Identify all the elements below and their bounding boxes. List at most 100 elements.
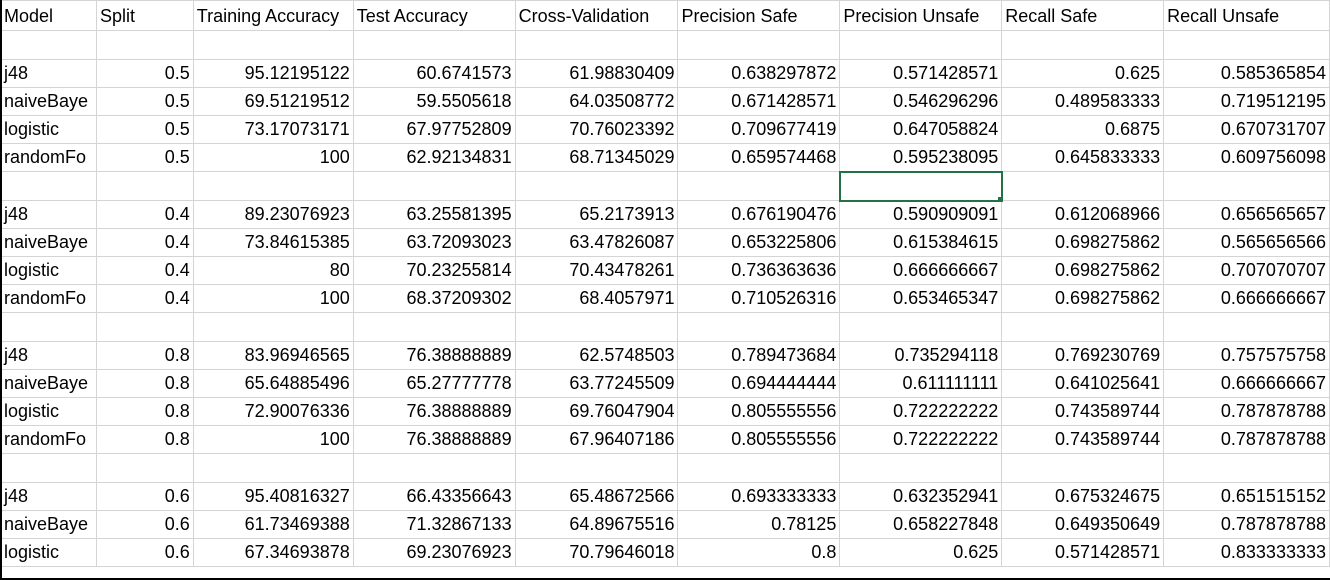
empty-cell[interactable] bbox=[1163, 312, 1330, 342]
value-cell[interactable]: 0.78125 bbox=[677, 510, 841, 539]
value-cell[interactable]: 0.625 bbox=[839, 538, 1003, 567]
empty-cell[interactable] bbox=[1001, 312, 1165, 342]
value-cell[interactable]: 0.670731707 bbox=[1163, 115, 1330, 144]
value-cell[interactable]: 76.38888889 bbox=[352, 341, 516, 370]
empty-cell[interactable] bbox=[192, 171, 354, 201]
value-cell[interactable]: 0.609756098 bbox=[1163, 143, 1330, 172]
value-cell[interactable]: 0.805555556 bbox=[677, 397, 841, 426]
value-cell[interactable]: 0.722222222 bbox=[839, 425, 1003, 454]
empty-cell[interactable] bbox=[192, 30, 354, 60]
value-cell[interactable]: 0.6 bbox=[95, 482, 194, 511]
column-header-cell[interactable]: Split bbox=[95, 0, 194, 31]
value-cell[interactable]: 80 bbox=[192, 256, 354, 285]
column-header-cell[interactable]: Cross-Validation bbox=[514, 0, 679, 31]
value-cell[interactable]: 0.615384615 bbox=[839, 228, 1003, 257]
value-cell[interactable]: 64.89675516 bbox=[514, 510, 679, 539]
column-header-cell[interactable]: Precision Unsafe bbox=[839, 0, 1003, 31]
value-cell[interactable]: 0.546296296 bbox=[839, 87, 1003, 116]
value-cell[interactable]: 68.71345029 bbox=[514, 143, 679, 172]
value-cell[interactable]: 61.73469388 bbox=[192, 510, 354, 539]
value-cell[interactable]: 69.23076923 bbox=[352, 538, 516, 567]
value-cell[interactable]: 70.76023392 bbox=[514, 115, 679, 144]
model-name-cell[interactable]: randomFo bbox=[0, 425, 97, 454]
value-cell[interactable]: 0.641025641 bbox=[1001, 369, 1165, 398]
value-cell[interactable]: 0.719512195 bbox=[1163, 87, 1330, 116]
column-header-cell[interactable]: Recall Unsafe bbox=[1163, 0, 1330, 31]
value-cell[interactable]: 0.8 bbox=[95, 341, 194, 370]
value-cell[interactable]: 100 bbox=[192, 143, 354, 172]
selected-cell[interactable] bbox=[838, 170, 1003, 202]
model-name-cell[interactable]: logistic bbox=[0, 115, 97, 144]
value-cell[interactable]: 70.23255814 bbox=[352, 256, 516, 285]
value-cell[interactable]: 0.666666667 bbox=[1163, 369, 1330, 398]
empty-cell[interactable] bbox=[1163, 30, 1330, 60]
value-cell[interactable]: 0.709677419 bbox=[677, 115, 841, 144]
value-cell[interactable]: 68.4057971 bbox=[514, 284, 679, 313]
value-cell[interactable]: 0.5 bbox=[95, 143, 194, 172]
value-cell[interactable]: 70.79646018 bbox=[514, 538, 679, 567]
value-cell[interactable]: 0.653225806 bbox=[677, 228, 841, 257]
value-cell[interactable]: 71.32867133 bbox=[352, 510, 516, 539]
value-cell[interactable]: 0.8 bbox=[95, 369, 194, 398]
value-cell[interactable]: 0.595238095 bbox=[839, 143, 1003, 172]
value-cell[interactable]: 0.632352941 bbox=[839, 482, 1003, 511]
value-cell[interactable]: 0.590909091 bbox=[839, 200, 1003, 229]
empty-cell[interactable] bbox=[1163, 453, 1330, 483]
model-name-cell[interactable]: randomFo bbox=[0, 284, 97, 313]
value-cell[interactable]: 0.789473684 bbox=[677, 341, 841, 370]
value-cell[interactable]: 61.98830409 bbox=[514, 59, 679, 88]
empty-cell[interactable] bbox=[0, 312, 97, 342]
value-cell[interactable]: 76.38888889 bbox=[352, 425, 516, 454]
value-cell[interactable]: 0.694444444 bbox=[677, 369, 841, 398]
value-cell[interactable]: 68.37209302 bbox=[352, 284, 516, 313]
empty-cell[interactable] bbox=[95, 453, 194, 483]
empty-cell[interactable] bbox=[839, 312, 1003, 342]
value-cell[interactable]: 63.47826087 bbox=[514, 228, 679, 257]
value-cell[interactable]: 0.645833333 bbox=[1001, 143, 1165, 172]
empty-cell[interactable] bbox=[677, 171, 841, 201]
value-cell[interactable]: 0.4 bbox=[95, 228, 194, 257]
value-cell[interactable]: 0.4 bbox=[95, 200, 194, 229]
value-cell[interactable]: 0.769230769 bbox=[1001, 341, 1165, 370]
model-name-cell[interactable]: j48 bbox=[0, 59, 97, 88]
model-name-cell[interactable]: randomFo bbox=[0, 143, 97, 172]
value-cell[interactable]: 0.6 bbox=[95, 510, 194, 539]
empty-cell[interactable] bbox=[839, 453, 1003, 483]
value-cell[interactable]: 0.571428571 bbox=[839, 59, 1003, 88]
column-header-cell[interactable]: Training Accuracy bbox=[192, 0, 354, 31]
empty-cell[interactable] bbox=[677, 312, 841, 342]
empty-cell[interactable] bbox=[514, 453, 679, 483]
value-cell[interactable]: 0.743589744 bbox=[1001, 397, 1165, 426]
value-cell[interactable]: 65.27777778 bbox=[352, 369, 516, 398]
empty-cell[interactable] bbox=[352, 453, 516, 483]
value-cell[interactable]: 0.651515152 bbox=[1163, 482, 1330, 511]
value-cell[interactable]: 0.736363636 bbox=[677, 256, 841, 285]
model-name-cell[interactable]: logistic bbox=[0, 256, 97, 285]
value-cell[interactable]: 0.656565657 bbox=[1163, 200, 1330, 229]
value-cell[interactable]: 0.4 bbox=[95, 284, 194, 313]
model-name-cell[interactable]: logistic bbox=[0, 538, 97, 567]
empty-cell[interactable] bbox=[514, 171, 679, 201]
empty-cell[interactable] bbox=[677, 30, 841, 60]
value-cell[interactable]: 83.96946565 bbox=[192, 341, 354, 370]
value-cell[interactable]: 0.571428571 bbox=[1001, 538, 1165, 567]
value-cell[interactable]: 100 bbox=[192, 284, 354, 313]
empty-cell[interactable] bbox=[352, 312, 516, 342]
value-cell[interactable]: 60.6741573 bbox=[352, 59, 516, 88]
empty-cell[interactable] bbox=[1001, 453, 1165, 483]
empty-cell[interactable] bbox=[514, 312, 679, 342]
value-cell[interactable]: 66.43356643 bbox=[352, 482, 516, 511]
empty-cell[interactable] bbox=[95, 312, 194, 342]
value-cell[interactable]: 59.5505618 bbox=[352, 87, 516, 116]
empty-cell[interactable] bbox=[0, 453, 97, 483]
model-name-cell[interactable]: naiveBaye bbox=[0, 228, 97, 257]
value-cell[interactable]: 0.8 bbox=[95, 425, 194, 454]
value-cell[interactable]: 0.707070707 bbox=[1163, 256, 1330, 285]
value-cell[interactable]: 0.676190476 bbox=[677, 200, 841, 229]
value-cell[interactable]: 0.659574468 bbox=[677, 143, 841, 172]
value-cell[interactable]: 0.5 bbox=[95, 87, 194, 116]
value-cell[interactable]: 95.40816327 bbox=[192, 482, 354, 511]
value-cell[interactable]: 69.76047904 bbox=[514, 397, 679, 426]
column-header-cell[interactable]: Model bbox=[0, 0, 97, 31]
value-cell[interactable]: 89.23076923 bbox=[192, 200, 354, 229]
